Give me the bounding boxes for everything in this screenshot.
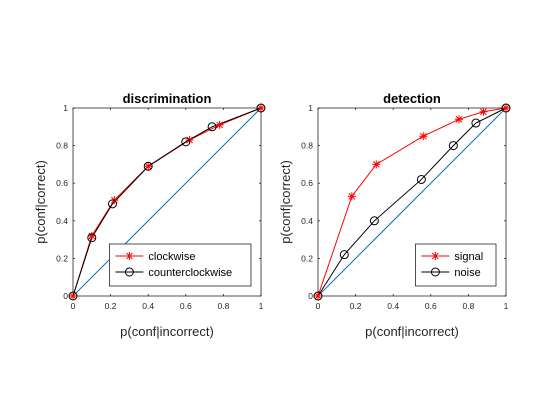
data-point-clockwise — [144, 162, 153, 171]
chart-title: detection — [383, 91, 441, 106]
legend: clockwise counterclockwise — [109, 243, 252, 287]
legend-label-counterclockwise: counterclockwise — [148, 267, 232, 279]
data-point-clockwise — [87, 231, 96, 240]
data-point-signal — [347, 192, 356, 201]
y-tick-label: 1 — [63, 103, 68, 113]
data-point-signal — [372, 160, 381, 169]
y-tick-label: 0.6 — [301, 178, 313, 188]
legend-label-signal: signal — [454, 251, 483, 263]
data-point-signal — [479, 107, 488, 116]
legend-box — [109, 243, 252, 287]
data-point-signal — [502, 104, 510, 112]
y-tick-label: 0.8 — [301, 141, 313, 151]
diagonal-reference-line — [72, 107, 262, 297]
x-tick-label: 1 — [259, 301, 264, 311]
diagonal-reference-line — [317, 107, 507, 297]
data-point-noise — [339, 250, 349, 260]
x-tick-label: 0 — [71, 301, 76, 311]
data-point-noise — [471, 118, 481, 128]
x-tick-label: 0.8 — [462, 301, 474, 311]
chart-title: discrimination — [123, 91, 212, 106]
data-point-noise — [416, 174, 426, 184]
data-point-counterclockwise — [143, 161, 153, 171]
x-tick-label: 0.2 — [105, 301, 117, 311]
legend-label-clockwise: clockwise — [148, 251, 195, 263]
chart-panel-1: 0 0.2 0.4 0.6 0.8 1 0 0.2 0.4 0.6 0.8 1 discriminati… — [33, 91, 266, 339]
legend-marker-clockwise — [125, 252, 134, 260]
x-axis-label: p(conf|incorrect) — [120, 324, 214, 339]
data-point-noise — [448, 141, 458, 151]
data-point-clockwise — [215, 120, 224, 129]
data-point-clockwise — [69, 292, 77, 300]
legend-marker-noise — [430, 267, 440, 277]
data-point-noise — [369, 216, 379, 226]
y-tick-label: 0.2 — [56, 253, 68, 263]
data-point-signal — [455, 115, 463, 124]
y-tick-label: 0.4 — [301, 216, 313, 226]
y-axis-label: p(conf|correct) — [278, 160, 293, 244]
y-tick-label: 0.8 — [56, 141, 68, 151]
data-point-counterclockwise — [87, 233, 97, 243]
data-point-noise — [501, 103, 511, 113]
legend-marker-counterclockwise — [124, 267, 134, 277]
y-tick-label: 1 — [308, 103, 313, 113]
x-tick-label: 0.4 — [387, 301, 399, 311]
y-tick-label: 0 — [63, 291, 68, 301]
y-tick-label: 0.4 — [56, 216, 68, 226]
x-tick-label: 0.2 — [350, 301, 362, 311]
chart-panel-2: 0 0.2 0.4 0.6 0.8 1 0 0.2 0.4 0.6 0.8 1 detection p(c… — [278, 91, 511, 339]
x-tick-label: 0.4 — [142, 301, 154, 311]
x-tick-label: 0 — [316, 301, 321, 311]
data-point-counterclockwise — [256, 103, 266, 113]
x-tick-label: 0.8 — [217, 301, 229, 311]
y-tick-label: 0 — [308, 291, 313, 301]
data-point-counterclockwise — [181, 137, 191, 147]
legend-label-noise: noise — [454, 267, 480, 279]
legend-box — [414, 243, 497, 287]
x-axis-label: p(conf|incorrect) — [365, 324, 459, 339]
y-axis-label: p(conf|correct) — [33, 160, 48, 244]
y-tick-label: 0.2 — [301, 253, 313, 263]
y-tick-label: 0.6 — [56, 178, 68, 188]
x-tick-label: 1 — [504, 301, 509, 311]
series-line-noise — [317, 107, 507, 297]
data-point-signal — [314, 292, 322, 300]
data-point-noise — [313, 291, 323, 301]
legend-marker-signal — [431, 252, 440, 260]
data-point-counterclockwise — [68, 291, 78, 301]
legend: signal noise — [414, 243, 497, 287]
data-point-clockwise — [257, 104, 265, 112]
data-point-signal — [419, 132, 428, 141]
data-point-counterclockwise — [107, 199, 117, 209]
x-tick-label: 0.6 — [180, 301, 192, 311]
data-point-counterclockwise — [207, 122, 217, 132]
x-tick-label: 0.6 — [425, 301, 437, 311]
